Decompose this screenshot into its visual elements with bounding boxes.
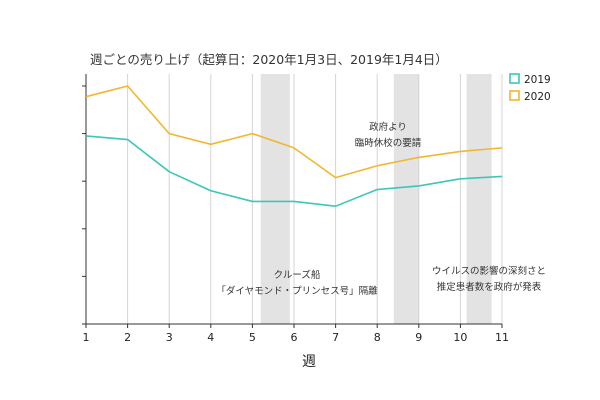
annotation-3-line: ウイルスの影響の深刻さと [432,265,546,277]
legend: 2019 2020 [509,73,551,103]
x-tick-label: 1 [83,331,90,344]
series-line-2019 [85,135,503,207]
x-tick-label: 9 [415,331,422,344]
x-tick-label: 11 [495,331,509,344]
annotation-1-line: 「ダイヤモンド・プリンセス号」隔離 [216,285,378,297]
x-tick-label: 6 [291,331,298,344]
annotation-2-line: 政府より [369,121,407,133]
series-line-2020 [85,85,503,179]
shaded-period-2 [393,74,419,324]
x-tick-labels: 1 2 3 4 5 6 7 8 9 10 11 [83,324,509,344]
x-axis-label: 週 [302,354,316,370]
legend-label-2020: 2020 [524,91,551,103]
x-tick-label: 3 [166,331,173,344]
x-tick-label: 2 [124,331,131,344]
x-tick-label: 10 [453,331,467,344]
vertical-gridlines [127,74,503,324]
annotations: クルーズ船「ダイヤモンド・プリンセス号」隔離 政府より臨時休校の要請ウイルスの影響… [216,121,546,297]
annotation-3-line: 推定患者数を政府が発表 [437,281,542,293]
x-tick-label: 7 [332,331,339,344]
legend-swatch-2020 [509,90,520,101]
legend-label-2019: 2019 [524,74,551,86]
shaded-period-3 [466,74,492,324]
series-lines [85,85,503,207]
shaded-periods [260,74,492,324]
annotation-1-line: クルーズ船 [274,269,321,281]
annotation-2-line: 臨時休校の要請 [355,137,422,149]
legend-swatch-2019 [509,73,520,84]
x-tick-label: 8 [374,331,381,344]
chart-title: 週ごとの売り上げ（起算日：2020年1月3日、2019年1月4日） [90,52,448,67]
x-tick-label: 5 [249,331,256,344]
shaded-period-1 [260,74,290,324]
x-tick-label: 4 [207,331,214,344]
